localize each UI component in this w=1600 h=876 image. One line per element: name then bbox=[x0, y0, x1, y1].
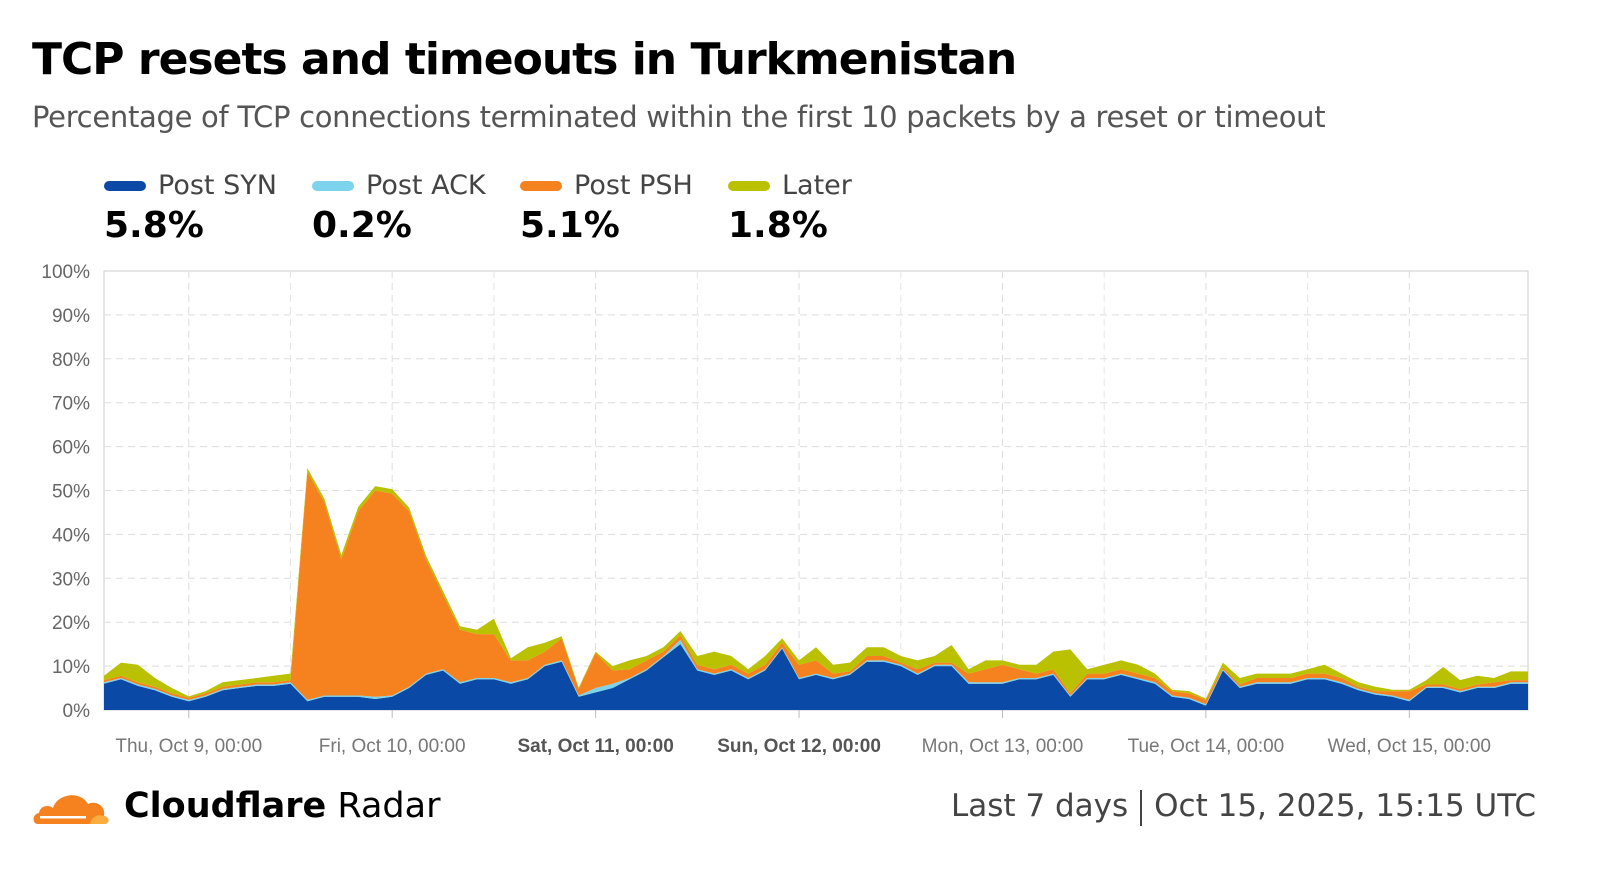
legend-value: 5.8% bbox=[104, 205, 204, 246]
legend-item-post-syn[interactable]: Post SYN 5.8% bbox=[104, 170, 312, 246]
brand-product: Radar bbox=[337, 786, 441, 826]
footer-timestamp: Last 7 days Oct 15, 2025, 15:15 UTC bbox=[951, 788, 1536, 826]
legend-label: Post PSH bbox=[574, 170, 693, 201]
brand-name: Cloudflare bbox=[124, 786, 327, 826]
legend-swatch bbox=[104, 180, 146, 191]
x-tick-label: Tue, Oct 14, 00:00 bbox=[1128, 736, 1285, 757]
y-tick-label: 40% bbox=[52, 525, 90, 546]
legend-item-later[interactable]: Later 1.8% bbox=[728, 170, 936, 246]
y-tick-label: 30% bbox=[52, 569, 90, 590]
x-tick-label: Thu, Oct 9, 00:00 bbox=[115, 736, 262, 757]
area-post-psh bbox=[104, 471, 1528, 705]
y-tick-label: 60% bbox=[52, 438, 90, 459]
legend-value: 0.2% bbox=[312, 205, 412, 246]
y-tick-label: 100% bbox=[41, 262, 90, 283]
area-later bbox=[104, 468, 1528, 700]
brand-logo: Cloudflare Radar bbox=[30, 786, 440, 826]
chart-title: TCP resets and timeouts in Turkmenistan bbox=[32, 34, 1017, 85]
y-tick-label: 10% bbox=[52, 657, 90, 678]
legend-swatch bbox=[520, 180, 562, 191]
y-tick-label: 20% bbox=[52, 613, 90, 634]
cloudflare-cloud-icon bbox=[33, 795, 109, 824]
legend-value: 1.8% bbox=[728, 205, 828, 246]
legend-swatch bbox=[312, 180, 354, 191]
area-post-syn bbox=[104, 644, 1528, 710]
legend-label: Later bbox=[782, 170, 852, 201]
chart-subtitle: Percentage of TCP connections terminated… bbox=[32, 100, 1326, 134]
legend-label: Post SYN bbox=[158, 170, 277, 201]
y-tick-label: 90% bbox=[52, 306, 90, 327]
x-tick-label: Mon, Oct 13, 00:00 bbox=[922, 736, 1084, 757]
y-tick-label: 70% bbox=[52, 394, 90, 415]
legend-swatch bbox=[728, 180, 770, 191]
y-tick-label: 0% bbox=[63, 701, 91, 722]
y-tick-label: 80% bbox=[52, 350, 90, 371]
legend-value: 5.1% bbox=[520, 205, 620, 246]
x-tick-label: Sun, Oct 12, 00:00 bbox=[717, 736, 881, 757]
divider bbox=[1140, 789, 1143, 826]
legend-item-post-psh[interactable]: Post PSH 5.1% bbox=[520, 170, 728, 246]
legend: Post SYN 5.8% Post ACK 0.2% Post PSH 5.1… bbox=[104, 170, 936, 246]
date-range: Last 7 days bbox=[950, 788, 1129, 824]
y-tick-label: 50% bbox=[52, 482, 90, 503]
x-tick-label: Fri, Oct 10, 00:00 bbox=[319, 736, 466, 757]
legend-label: Post ACK bbox=[366, 170, 486, 201]
x-tick-label: Wed, Oct 15, 00:00 bbox=[1328, 736, 1491, 757]
x-tick-label: Sat, Oct 11, 00:00 bbox=[517, 736, 673, 757]
timestamp: Oct 15, 2025, 15:15 UTC bbox=[1154, 788, 1536, 824]
legend-item-post-ack[interactable]: Post ACK 0.2% bbox=[312, 170, 520, 246]
